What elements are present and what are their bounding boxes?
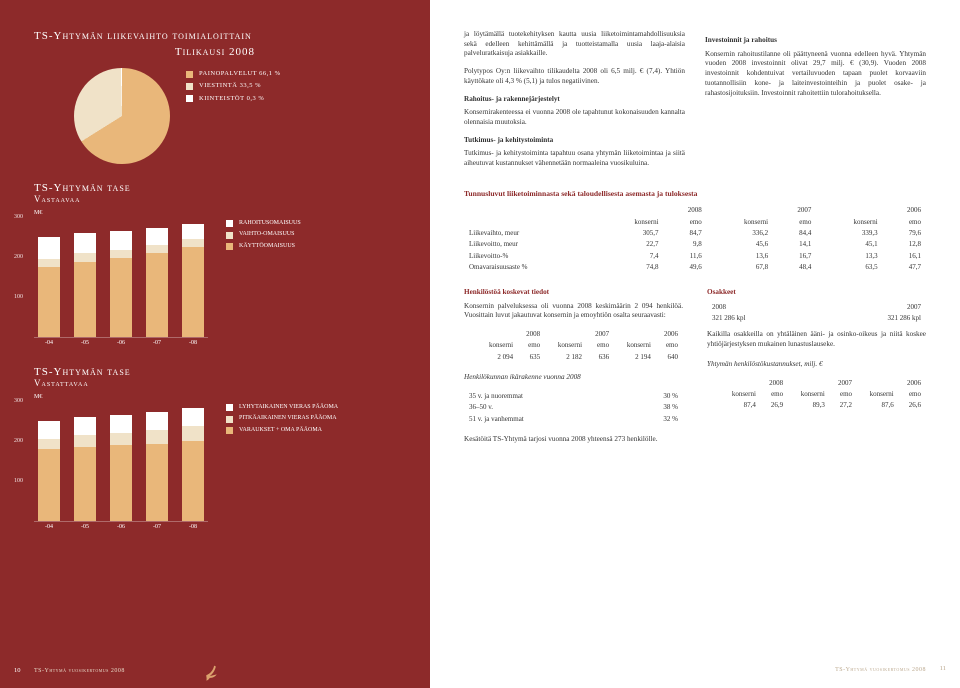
subheading: Henkilöstöä koskevat tiedot	[464, 288, 683, 298]
left-footer: TS-Yhtymä vuosikertomus 2008	[34, 668, 125, 674]
para: Tutkimus- ja kehitystoiminta tapahtuu os…	[464, 149, 685, 168]
subheading: Yhtymän henkilöstökustannukset, milj. €	[707, 360, 926, 370]
legend-item: painopalvelut 66,1 %	[186, 68, 281, 80]
kustannukset-table: 200820072006konserniemokonserniemokonser…	[707, 378, 926, 412]
right-page: ja löytämällä tuotekehityksen kautta uus…	[430, 0, 960, 688]
tase2-subtitle: Vastattavaa	[34, 378, 396, 388]
osakkeet-table: 20082007 321 286 kpl321 286 kpl	[707, 302, 926, 325]
subheading: Tutkimus- ja kehitystoiminta	[464, 136, 685, 146]
legend-item: lyhytaikainen vieras pääoma	[226, 402, 338, 413]
legend-item: varaukset + oma pääoma	[226, 425, 338, 436]
tunnusluvut-table: 200820072006konserniemokonserniemokonser…	[464, 205, 926, 274]
tase1-xlabels: -04-05-06-07-08	[34, 338, 208, 348]
tase1-legend: rahoitusomaisuusvaihto-omaisuuskäyttöoma…	[226, 218, 301, 252]
right-footer: TS-Yhtymä vuosikertomus 2008	[835, 666, 926, 674]
para: Konsernin rahoitustilanne oli päättyneen…	[705, 50, 926, 99]
left-page: TS-Yhtymän liikevaihto toimialoittain Ti…	[0, 0, 430, 688]
legend-item: kiinteistöt 0,3 %	[186, 93, 281, 105]
pie-chart	[74, 68, 170, 164]
pie-chart-subtitle: Tilikausi 2008	[34, 46, 396, 58]
legend-item: käyttöomaisuus	[226, 241, 301, 252]
tase1-chart: 100200300	[34, 218, 208, 338]
para: Kesätöitä TS-Yhtymä tarjosi vuonna 2008 …	[464, 435, 683, 445]
para: ja löytämällä tuotekehityksen kautta uus…	[464, 30, 685, 59]
pie-legend: painopalvelut 66,1 %viestintä 33,5 %kiin…	[186, 68, 281, 105]
para: Konsernin palveluksessa oli vuonna 2008 …	[464, 302, 683, 321]
legend-item: vaihto-omaisuus	[226, 229, 301, 240]
left-page-number: 10	[14, 667, 21, 674]
para: Konsernirakenteessa ei vuonna 2008 ole t…	[464, 108, 685, 127]
tase1-unit: M€	[34, 210, 396, 216]
tase2-chart: 100200300	[34, 402, 208, 522]
subheading: Henkilökunnan ikärakenne vuonna 2008	[464, 373, 683, 383]
subheading: Rahoitus- ja rakennejärjestelyt	[464, 95, 685, 105]
tase1-subtitle: Vastaavaa	[34, 194, 396, 204]
section-title: Tunnusluvut liiketoiminnasta sekä taloud…	[464, 189, 926, 199]
tase2-xlabels: -04-05-06-07-08	[34, 522, 208, 532]
para: Polytypos Oy:n liikevaihto tilikaudelta …	[464, 67, 685, 86]
para: Kaikilla osakkeilla on yhtäläinen ääni- …	[707, 330, 926, 349]
subheading: Investoinnit ja rahoitus	[705, 36, 926, 46]
tase2-unit: M€	[34, 394, 396, 400]
tase2-legend: lyhytaikainen vieras pääomapitkäaikainen…	[226, 402, 338, 436]
ikarakenne-table: 35 v. ja nuoremmat30 %36–50 v.38 %51 v. …	[464, 391, 683, 425]
legend-item: pitkäaikainen vieras pääoma	[226, 413, 338, 424]
tase1-title: TS-Yhtymän tase	[34, 182, 396, 194]
legend-item: rahoitusomaisuus	[226, 218, 301, 229]
subheading: Osakkeet	[707, 288, 926, 298]
legend-item: viestintä 33,5 %	[186, 80, 281, 92]
henkilosto-table: 200820072006konserniemokonserniemokonser…	[464, 329, 683, 363]
tase2-title: TS-Yhtymän tase	[34, 366, 396, 378]
deer-logo-icon	[201, 656, 229, 684]
right-page-number: 11	[940, 665, 946, 674]
pie-chart-title: TS-Yhtymän liikevaihto toimialoittain	[34, 30, 396, 42]
